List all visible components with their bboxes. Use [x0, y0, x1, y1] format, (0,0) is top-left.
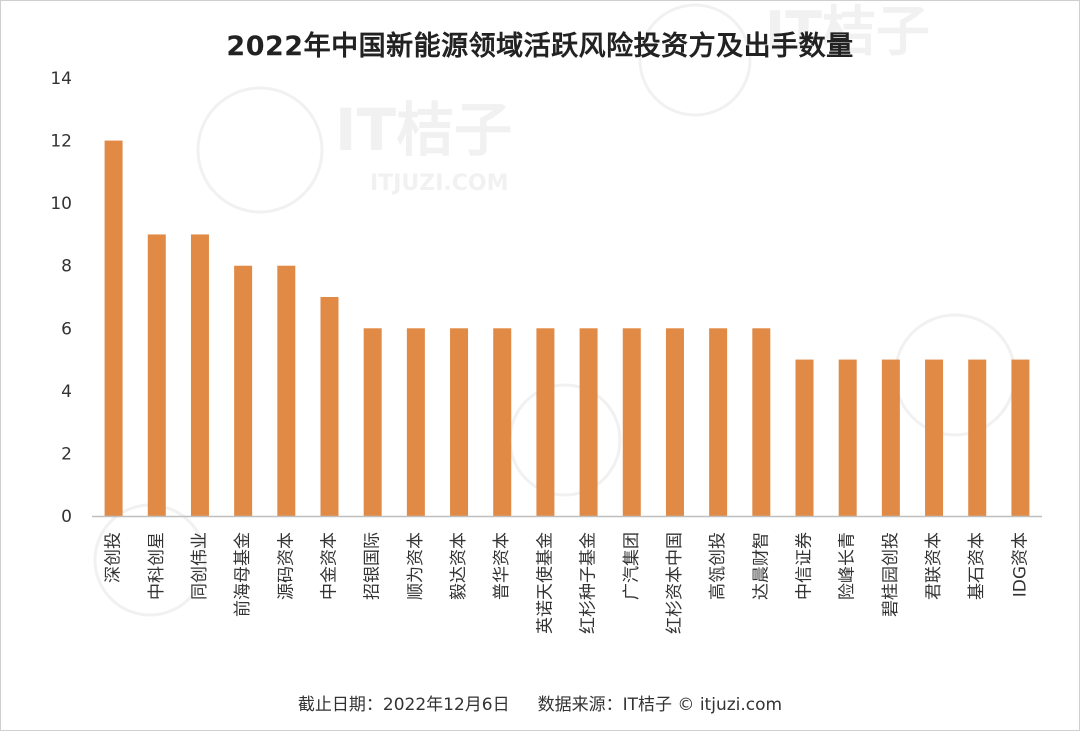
- x-tick-label: 普华资本: [492, 532, 512, 600]
- x-tick-label: 顺为资本: [406, 532, 426, 600]
- y-tick-label: 14: [50, 69, 72, 89]
- chart-footer: 截止日期：2022年12月6日 数据来源：IT桔子 © itjuzi.com: [0, 690, 1080, 715]
- x-tick-label: 招银国际: [363, 532, 383, 600]
- x-tick-label: 达晨财智: [751, 532, 771, 600]
- y-tick-label: 10: [50, 194, 72, 214]
- chart-title: 2022年中国新能源领域活跃风险投资方及出手数量: [226, 31, 854, 62]
- bar: [795, 359, 814, 516]
- bars: [104, 140, 1030, 517]
- x-tick-label: 红杉种子基金: [579, 532, 599, 634]
- bar: [665, 328, 684, 516]
- x-tick-label: IDG资本: [1010, 532, 1030, 597]
- bar: [234, 265, 253, 516]
- bar: [709, 328, 728, 516]
- y-tick-label: 2: [61, 444, 72, 464]
- bar: [147, 234, 166, 516]
- x-tick-label: 毅达资本: [449, 532, 469, 600]
- y-tick-label: 6: [61, 319, 72, 339]
- x-axis: 深创投 中科创星 同创伟业 前海母基金 源码资本 中金资本 招银国际 顺为资本 毅达资本 普华资本…: [92, 515, 1042, 634]
- bar: [450, 328, 469, 516]
- bar: [579, 328, 598, 516]
- bar: [493, 328, 512, 516]
- bar: [190, 234, 209, 516]
- svg-text:ITJUZI.COM: ITJUZI.COM: [370, 171, 508, 196]
- x-tick-label: 险峰长青: [838, 532, 858, 600]
- bar: [752, 328, 771, 516]
- x-tick-label: 英诺天使基金: [534, 532, 555, 634]
- bar: [925, 359, 944, 516]
- x-tick-label: 红杉资本中国: [665, 532, 685, 634]
- x-tick-label: 源码资本: [276, 532, 296, 600]
- x-tick-label: 深创投: [104, 532, 124, 583]
- x-tick-label: 广汽集团: [622, 532, 642, 600]
- bar: [622, 328, 641, 516]
- bar: [838, 359, 857, 516]
- x-tick-label: 中信证券: [795, 532, 815, 600]
- x-tick-label: 中科创星: [147, 532, 167, 600]
- bar: [968, 359, 987, 516]
- y-axis: 0 2 4 6 8 10 12 14: [50, 69, 72, 527]
- y-tick-label: 0: [61, 507, 72, 527]
- x-tick-label: 碧桂园创投: [881, 532, 901, 617]
- x-tick-label: 基石资本: [967, 532, 987, 600]
- x-tick-label: 同创伟业: [190, 532, 210, 600]
- svg-text:IT桔子: IT桔子: [765, 0, 930, 63]
- watermarks: IT桔子 ITJUZI.COM IT桔子: [93, 0, 1017, 617]
- bar: [320, 297, 339, 516]
- bar: [363, 328, 382, 516]
- footer-date: 截止日期：2022年12月6日: [297, 695, 510, 715]
- bar: [1011, 359, 1030, 516]
- y-tick-label: 12: [50, 132, 72, 152]
- bar: [406, 328, 425, 516]
- y-tick-label: 4: [61, 382, 72, 402]
- x-tick-label: 高瓴创投: [708, 532, 728, 600]
- x-tick-label: 中金资本: [320, 532, 340, 600]
- x-tick-label: 君联资本: [924, 532, 944, 600]
- y-tick-label: 8: [61, 257, 72, 277]
- bar: [277, 265, 296, 516]
- bar: [536, 328, 555, 516]
- svg-text:IT桔子: IT桔子: [335, 96, 512, 164]
- x-tick-label: 前海母基金: [233, 532, 253, 617]
- footer-source: 数据来源：IT桔子 © itjuzi.com: [537, 695, 783, 715]
- bar: [881, 359, 900, 516]
- bar: [104, 140, 123, 517]
